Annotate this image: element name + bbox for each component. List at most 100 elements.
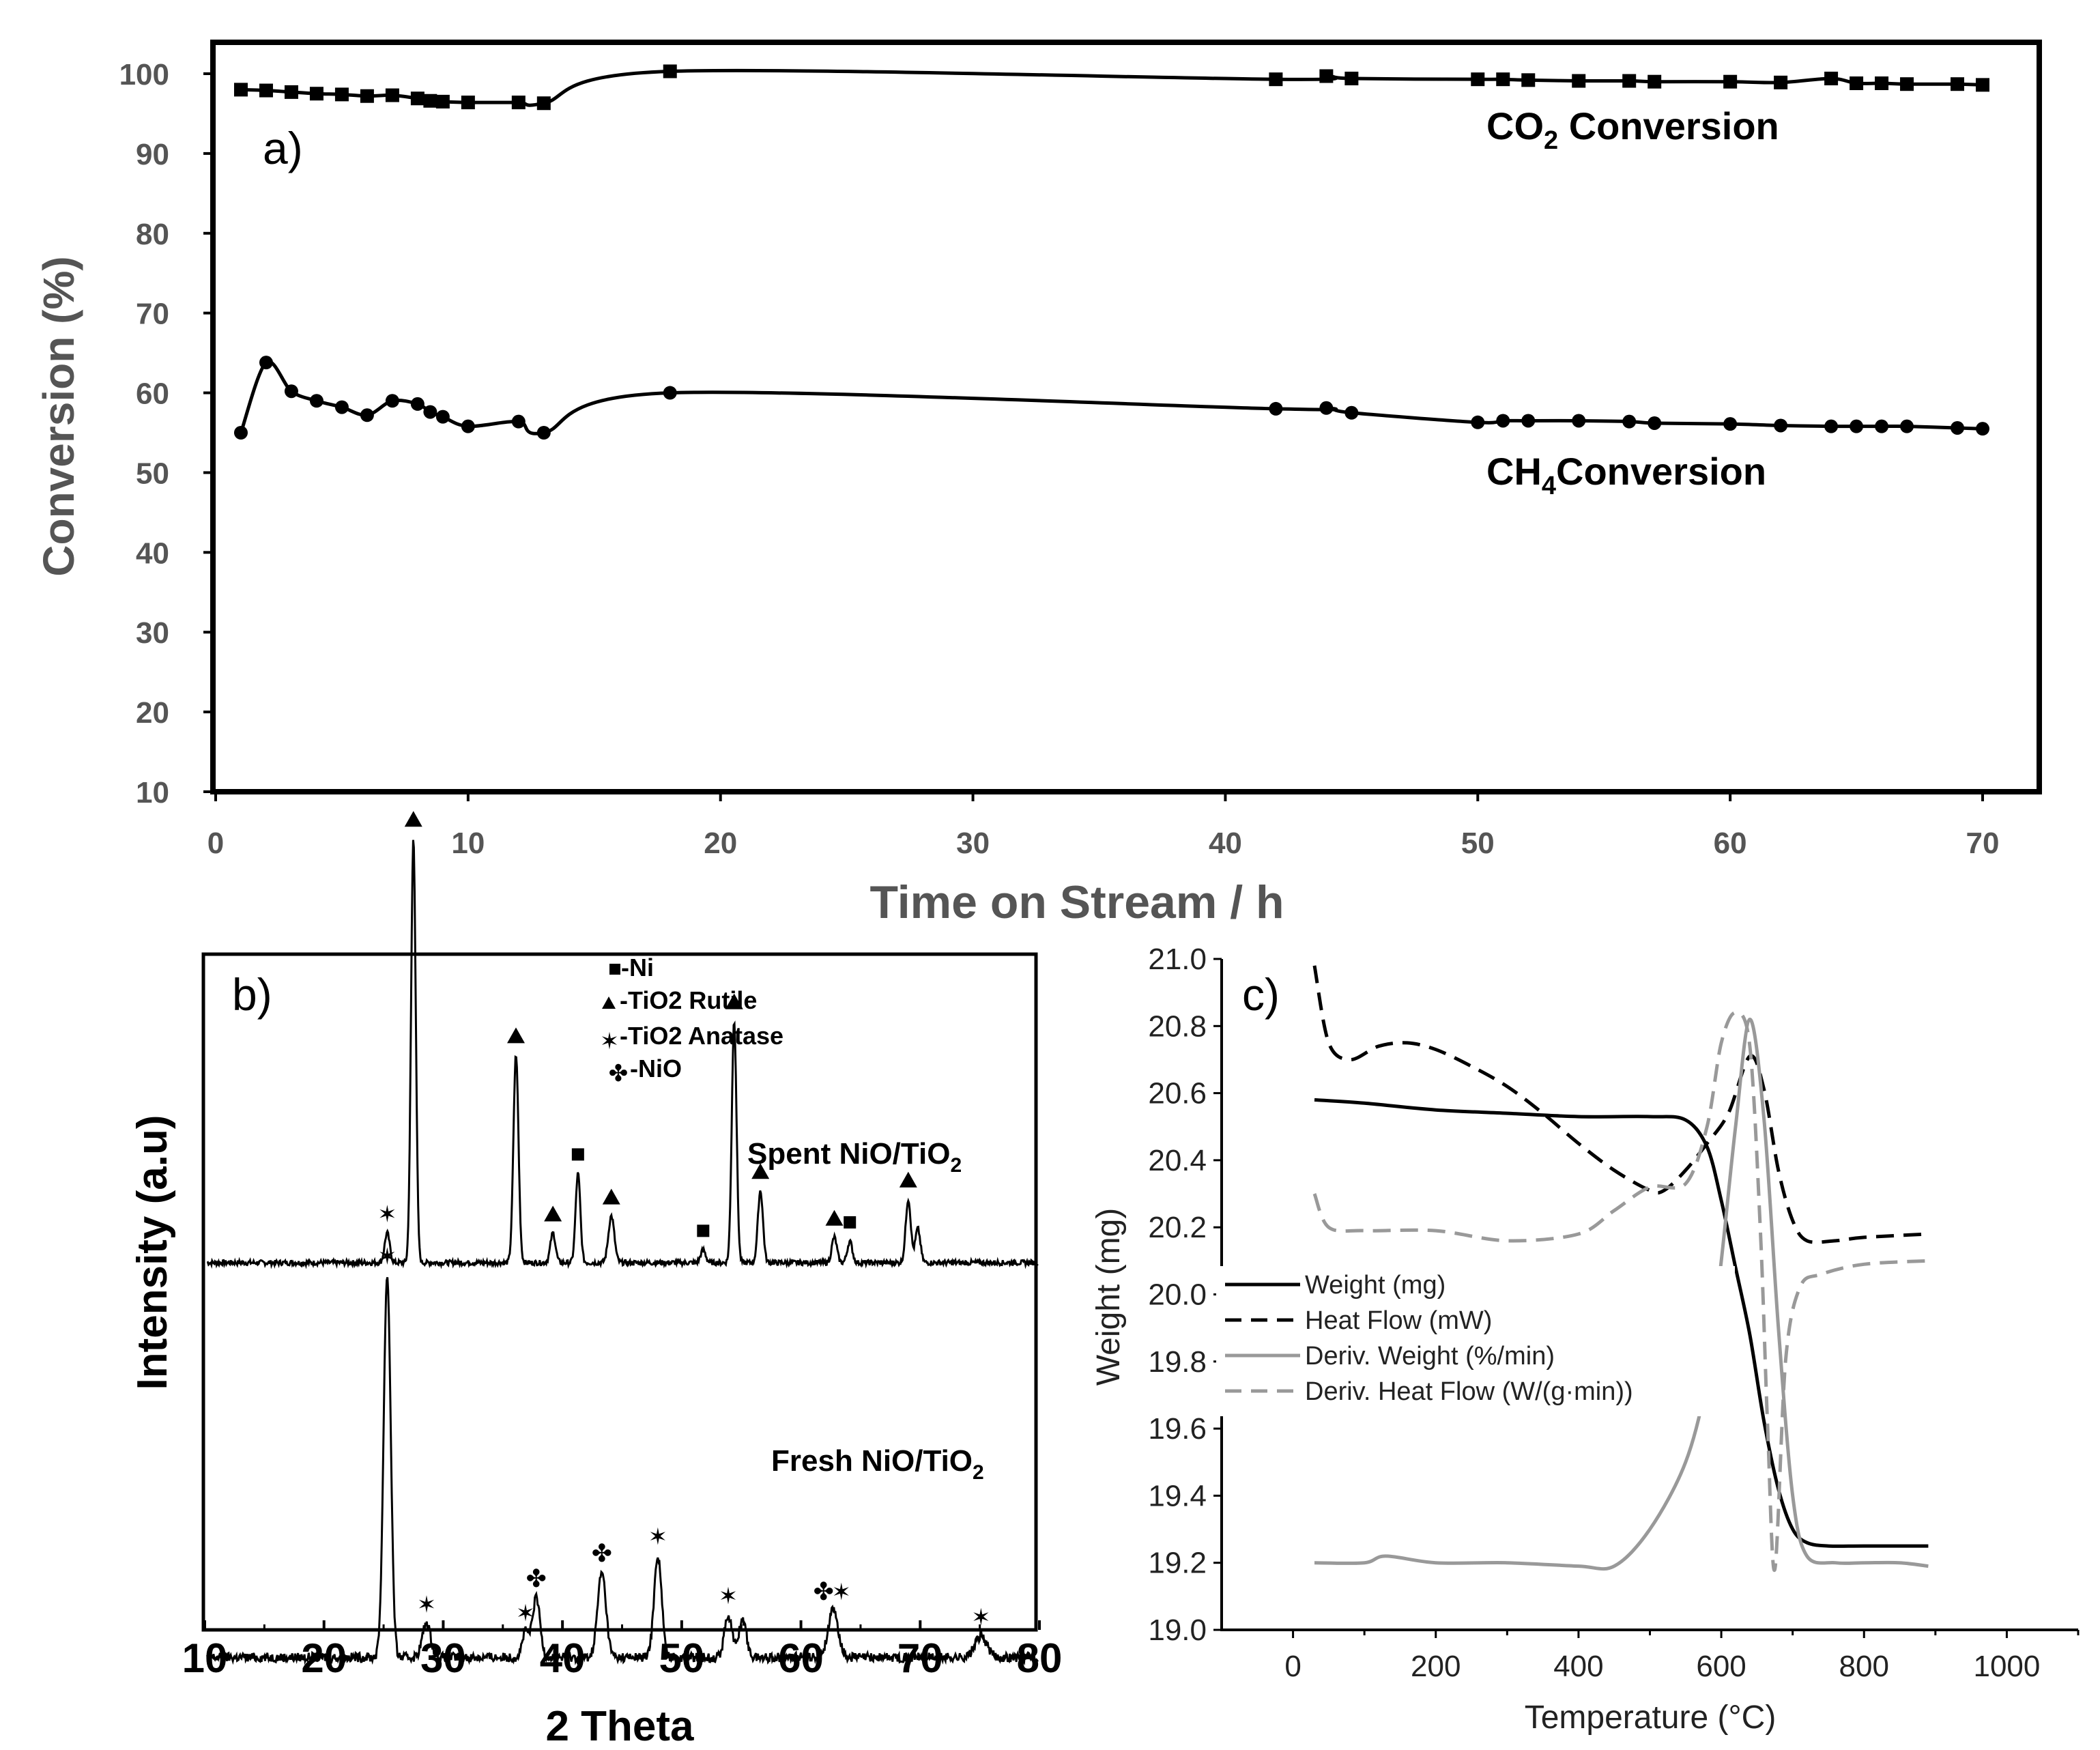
panel-a-y-tick-label: 20 (136, 696, 169, 730)
panel-c-y-tick-label: 20.4 (1148, 1144, 1207, 1177)
ch4-data-point (1774, 418, 1788, 433)
panel-c-y-axis-title: Weight (mg) (1091, 1208, 1127, 1386)
rutile-peak-marker (825, 1209, 844, 1226)
panel-a-x-tick-label: 20 (704, 827, 737, 860)
co2-data-point (1344, 72, 1359, 86)
ch4-data-point (1976, 422, 1989, 436)
co2-conversion-line (240, 68, 1983, 107)
panel-b-label: b) (232, 969, 272, 1020)
spent-label-main: Spent NiO/TiO (747, 1137, 950, 1171)
panel-a-frame (210, 40, 2042, 794)
co2-data-point (309, 87, 323, 101)
co2-data-point (663, 64, 677, 78)
rutile-peak-marker (899, 1171, 917, 1188)
co2-data-point (1850, 76, 1864, 91)
anatase-marker-icon: ✶ (600, 1028, 620, 1055)
ni-peak-marker (571, 1148, 584, 1161)
fresh-label-main: Fresh NiO/TiO (771, 1444, 973, 1478)
ch4-data-point (663, 386, 677, 400)
co2-data-point (1471, 72, 1485, 87)
co2-data-point (284, 85, 298, 99)
ni-marker-icon (609, 964, 620, 975)
panel-a-label: a) (263, 123, 303, 173)
co2-data-point (461, 96, 475, 110)
panel-c-x-tick-label: 800 (1839, 1650, 1889, 1683)
panel-c-legend: Weight (mg) Heat Flow (mW) Deriv. Weight… (1216, 1266, 1735, 1416)
fresh-sample-label: Fresh NiO/TiO2 (771, 1444, 984, 1484)
co2-data-point (360, 89, 374, 103)
panel-c-y-tick-label: 20.8 (1148, 1009, 1207, 1043)
spent-xrd-pattern (206, 840, 1039, 1270)
panel-a-x-tick-label: 70 (1966, 827, 2000, 860)
panel-c-x-tick-label: 400 (1553, 1650, 1603, 1683)
anatase-peak-marker: ✶ (516, 1600, 536, 1627)
ch4-data-point (1850, 419, 1864, 433)
panel-c-y-tick-label: 21.0 (1148, 943, 1207, 976)
ni-peak-marker (697, 1224, 710, 1237)
legend-nio: -NiO (630, 1055, 682, 1082)
ch4-label-main: CH (1486, 450, 1542, 493)
nio-peak-marker: ✤ (526, 1565, 547, 1593)
co2-data-point (1900, 77, 1914, 91)
panel-a-y-tick-label: 40 (136, 536, 169, 570)
rutile-peak-marker (544, 1205, 562, 1222)
panel-a-y-tick-label: 30 (136, 616, 169, 650)
nio-marker-icon: ✤ (609, 1060, 629, 1087)
rutile-peak-marker (602, 1188, 620, 1205)
co2-data-point (1824, 72, 1839, 86)
rutile-peak-marker (751, 1163, 770, 1179)
spent-sample-label: Spent NiO/TiO2 (747, 1137, 962, 1177)
co2-data-point (435, 94, 450, 109)
fresh-label-sub: 2 (973, 1461, 984, 1484)
co2-data-point (410, 91, 425, 106)
deriv-heat-flow-curve (1312, 1011, 1929, 1573)
ch4-data-point (1521, 414, 1536, 428)
ch4-data-point (385, 394, 399, 408)
spent-label-sub: 2 (950, 1154, 962, 1177)
co2-label-rest: Conversion (1558, 104, 1779, 147)
ch4-data-point (536, 426, 551, 440)
panel-c-x-axis-title: Temperature (°C) (1525, 1699, 1777, 1736)
anatase-peak-marker: ✶ (831, 1579, 851, 1606)
rutile-marker-icon (602, 996, 616, 1009)
co2-data-point (1875, 76, 1889, 91)
panel-c-y-tick-label: 20.0 (1148, 1278, 1207, 1312)
ch4-conversion-line (239, 360, 1983, 435)
ch4-data-point (233, 426, 248, 440)
ch4-data-point (511, 414, 526, 429)
legend-ni: -Ni (621, 953, 654, 981)
panel-a-y-tick-label: 10 (136, 776, 169, 809)
deriv-weight-curve (1314, 1017, 1929, 1571)
panel-a-y-tick-label: 90 (136, 138, 169, 171)
ch4-data-point (1496, 414, 1510, 428)
panel-c-x-tick-label: 0 (1284, 1650, 1301, 1683)
co2-label-main: CO (1486, 104, 1544, 147)
ch4-data-point (1648, 416, 1662, 430)
rutile-peak-marker (725, 993, 743, 1009)
ch4-data-point (423, 405, 437, 419)
co2-data-point (1774, 75, 1788, 89)
rutile-peak-marker (404, 811, 422, 827)
co2-series-label: CO2 Conversion (1486, 104, 1779, 155)
co2-data-point (1622, 74, 1637, 88)
co2-data-point (1572, 74, 1586, 88)
ch4-data-point (334, 400, 349, 414)
ch4-data-point (259, 356, 273, 370)
ch4-data-point (461, 419, 475, 433)
panel-a-y-axis-title: Conversion (%) (34, 256, 83, 576)
co2-data-point (259, 83, 273, 98)
anatase-peak-marker: ✶ (648, 1523, 668, 1551)
ch4-data-point (1622, 414, 1637, 429)
co2-data-point (1319, 69, 1334, 83)
legend-rutile: -TiO2 Rutile (620, 986, 757, 1014)
panel-a-x-tick-label: 60 (1714, 827, 1747, 860)
ch4-data-point (435, 410, 450, 424)
panel-c-y-tick-label: 19.6 (1148, 1412, 1207, 1446)
ch4-label-sub: 4 (1542, 472, 1556, 500)
ch4-data-point (309, 394, 323, 408)
co2-data-point (1951, 77, 1965, 91)
ch4-data-point (360, 408, 374, 422)
legend-weight: Weight (mg) (1305, 1271, 1445, 1300)
legend-deriv-weight: Deriv. Weight (%/min) (1305, 1342, 1555, 1371)
